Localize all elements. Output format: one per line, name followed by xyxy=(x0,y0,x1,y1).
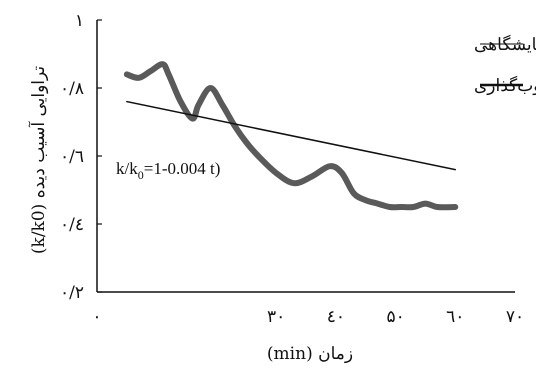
y-tick-label: ۰/۸ xyxy=(60,79,84,99)
legend: داده‌های آزمایشگاهی مکانیزم رسوب‌گذاری xyxy=(474,33,536,96)
y-tick-label: ۰/۲ xyxy=(60,283,84,303)
x-tick-label: ۳۰ xyxy=(267,307,285,327)
x-ticks: ۰ ۳۰ ٤۰ ۵۰ ٦۰ ۷۰ xyxy=(92,307,524,327)
y-tick-label: ۰/٦ xyxy=(60,147,84,167)
legend-label-experimental: داده‌های آزمایشگاهی xyxy=(474,33,536,55)
y-tick-label: ۰/٤ xyxy=(60,215,84,235)
trend-equation-label: k/k0=1-0.004 t) xyxy=(116,159,220,182)
y-axis-title: تراوایی آسیب دیده (k/k0) xyxy=(27,66,49,254)
x-axis-title: زمان (min) xyxy=(267,344,353,364)
x-tick-label: ۵۰ xyxy=(386,307,404,327)
y-ticks: ۰/۲ ۰/٤ ۰/٦ ۰/۸ ۱ xyxy=(60,11,102,303)
x-tick-label: ٤۰ xyxy=(327,307,345,327)
y-tick-label: ۱ xyxy=(75,11,84,31)
equation-subscript: 0 xyxy=(138,168,144,182)
series-layer xyxy=(123,61,459,211)
equation-part: k/k xyxy=(116,159,138,178)
series-line-mechanism xyxy=(126,100,457,171)
legend-label-mechanism: مکانیزم رسوب‌گذاری xyxy=(474,75,536,96)
x-tick-label: ٦۰ xyxy=(446,307,464,327)
x-tick-label: ۰ xyxy=(92,307,101,327)
series-line-experimental xyxy=(123,61,459,211)
x-tick-label: ۷۰ xyxy=(506,307,524,327)
equation-part: =1-0.004 t) xyxy=(144,159,221,178)
